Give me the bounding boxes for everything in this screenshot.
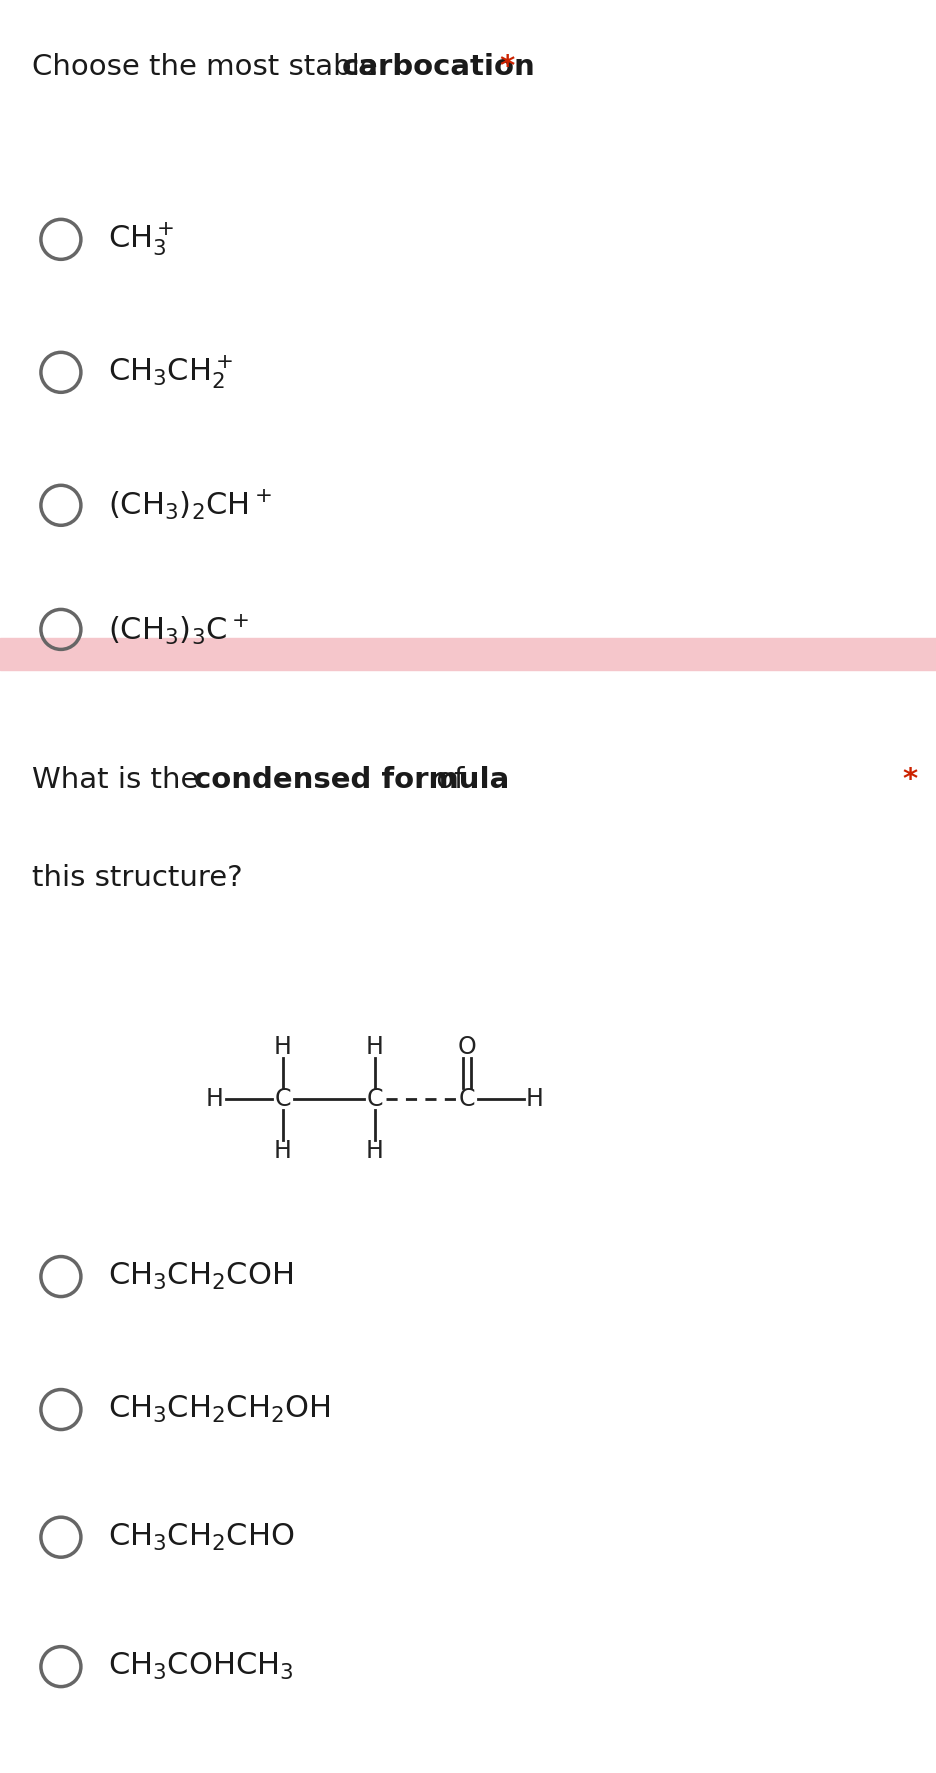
- Text: C: C: [366, 1087, 383, 1112]
- Text: H: H: [273, 1035, 292, 1058]
- Bar: [0, 0, 936, 638]
- Text: H: H: [366, 1035, 384, 1058]
- Text: $\mathrm{(CH_3)_2CH^+}$: $\mathrm{(CH_3)_2CH^+}$: [108, 488, 271, 523]
- Text: What is the: What is the: [32, 766, 208, 794]
- Text: H: H: [525, 1087, 544, 1112]
- Text: $\mathrm{CH_3CH_2CH_2OH}$: $\mathrm{CH_3CH_2CH_2OH}$: [108, 1394, 330, 1425]
- Text: Choose the most stable: Choose the most stable: [32, 53, 387, 82]
- Text: *: *: [901, 766, 916, 794]
- Text: $\mathrm{CH_3CH_2CHO}$: $\mathrm{CH_3CH_2CHO}$: [108, 1521, 294, 1553]
- Text: $\mathrm{CH_3CH_2COH}$: $\mathrm{CH_3CH_2COH}$: [108, 1261, 293, 1293]
- Bar: [0, 638, 936, 670]
- Text: C: C: [459, 1087, 475, 1112]
- Text: this structure?: this structure?: [32, 863, 242, 892]
- Text: H: H: [273, 1140, 292, 1163]
- Text: H: H: [366, 1140, 384, 1163]
- Text: H: H: [206, 1087, 224, 1112]
- Text: of: of: [427, 766, 464, 794]
- Text: condensed formula: condensed formula: [194, 766, 508, 794]
- Text: $\mathrm{CH_3COHCH_3}$: $\mathrm{CH_3COHCH_3}$: [108, 1651, 293, 1683]
- Text: $\mathrm{CH_3CH_2^+}$: $\mathrm{CH_3CH_2^+}$: [108, 353, 233, 392]
- Text: $\mathrm{CH_3^+}$: $\mathrm{CH_3^+}$: [108, 220, 174, 259]
- Bar: [0, 670, 936, 1773]
- Text: $\mathrm{(CH_3)_3C^+}$: $\mathrm{(CH_3)_3C^+}$: [108, 612, 248, 647]
- Text: carbocation: carbocation: [342, 53, 535, 82]
- Text: *: *: [490, 53, 515, 82]
- Text: O: O: [457, 1035, 475, 1058]
- Text: C: C: [274, 1087, 291, 1112]
